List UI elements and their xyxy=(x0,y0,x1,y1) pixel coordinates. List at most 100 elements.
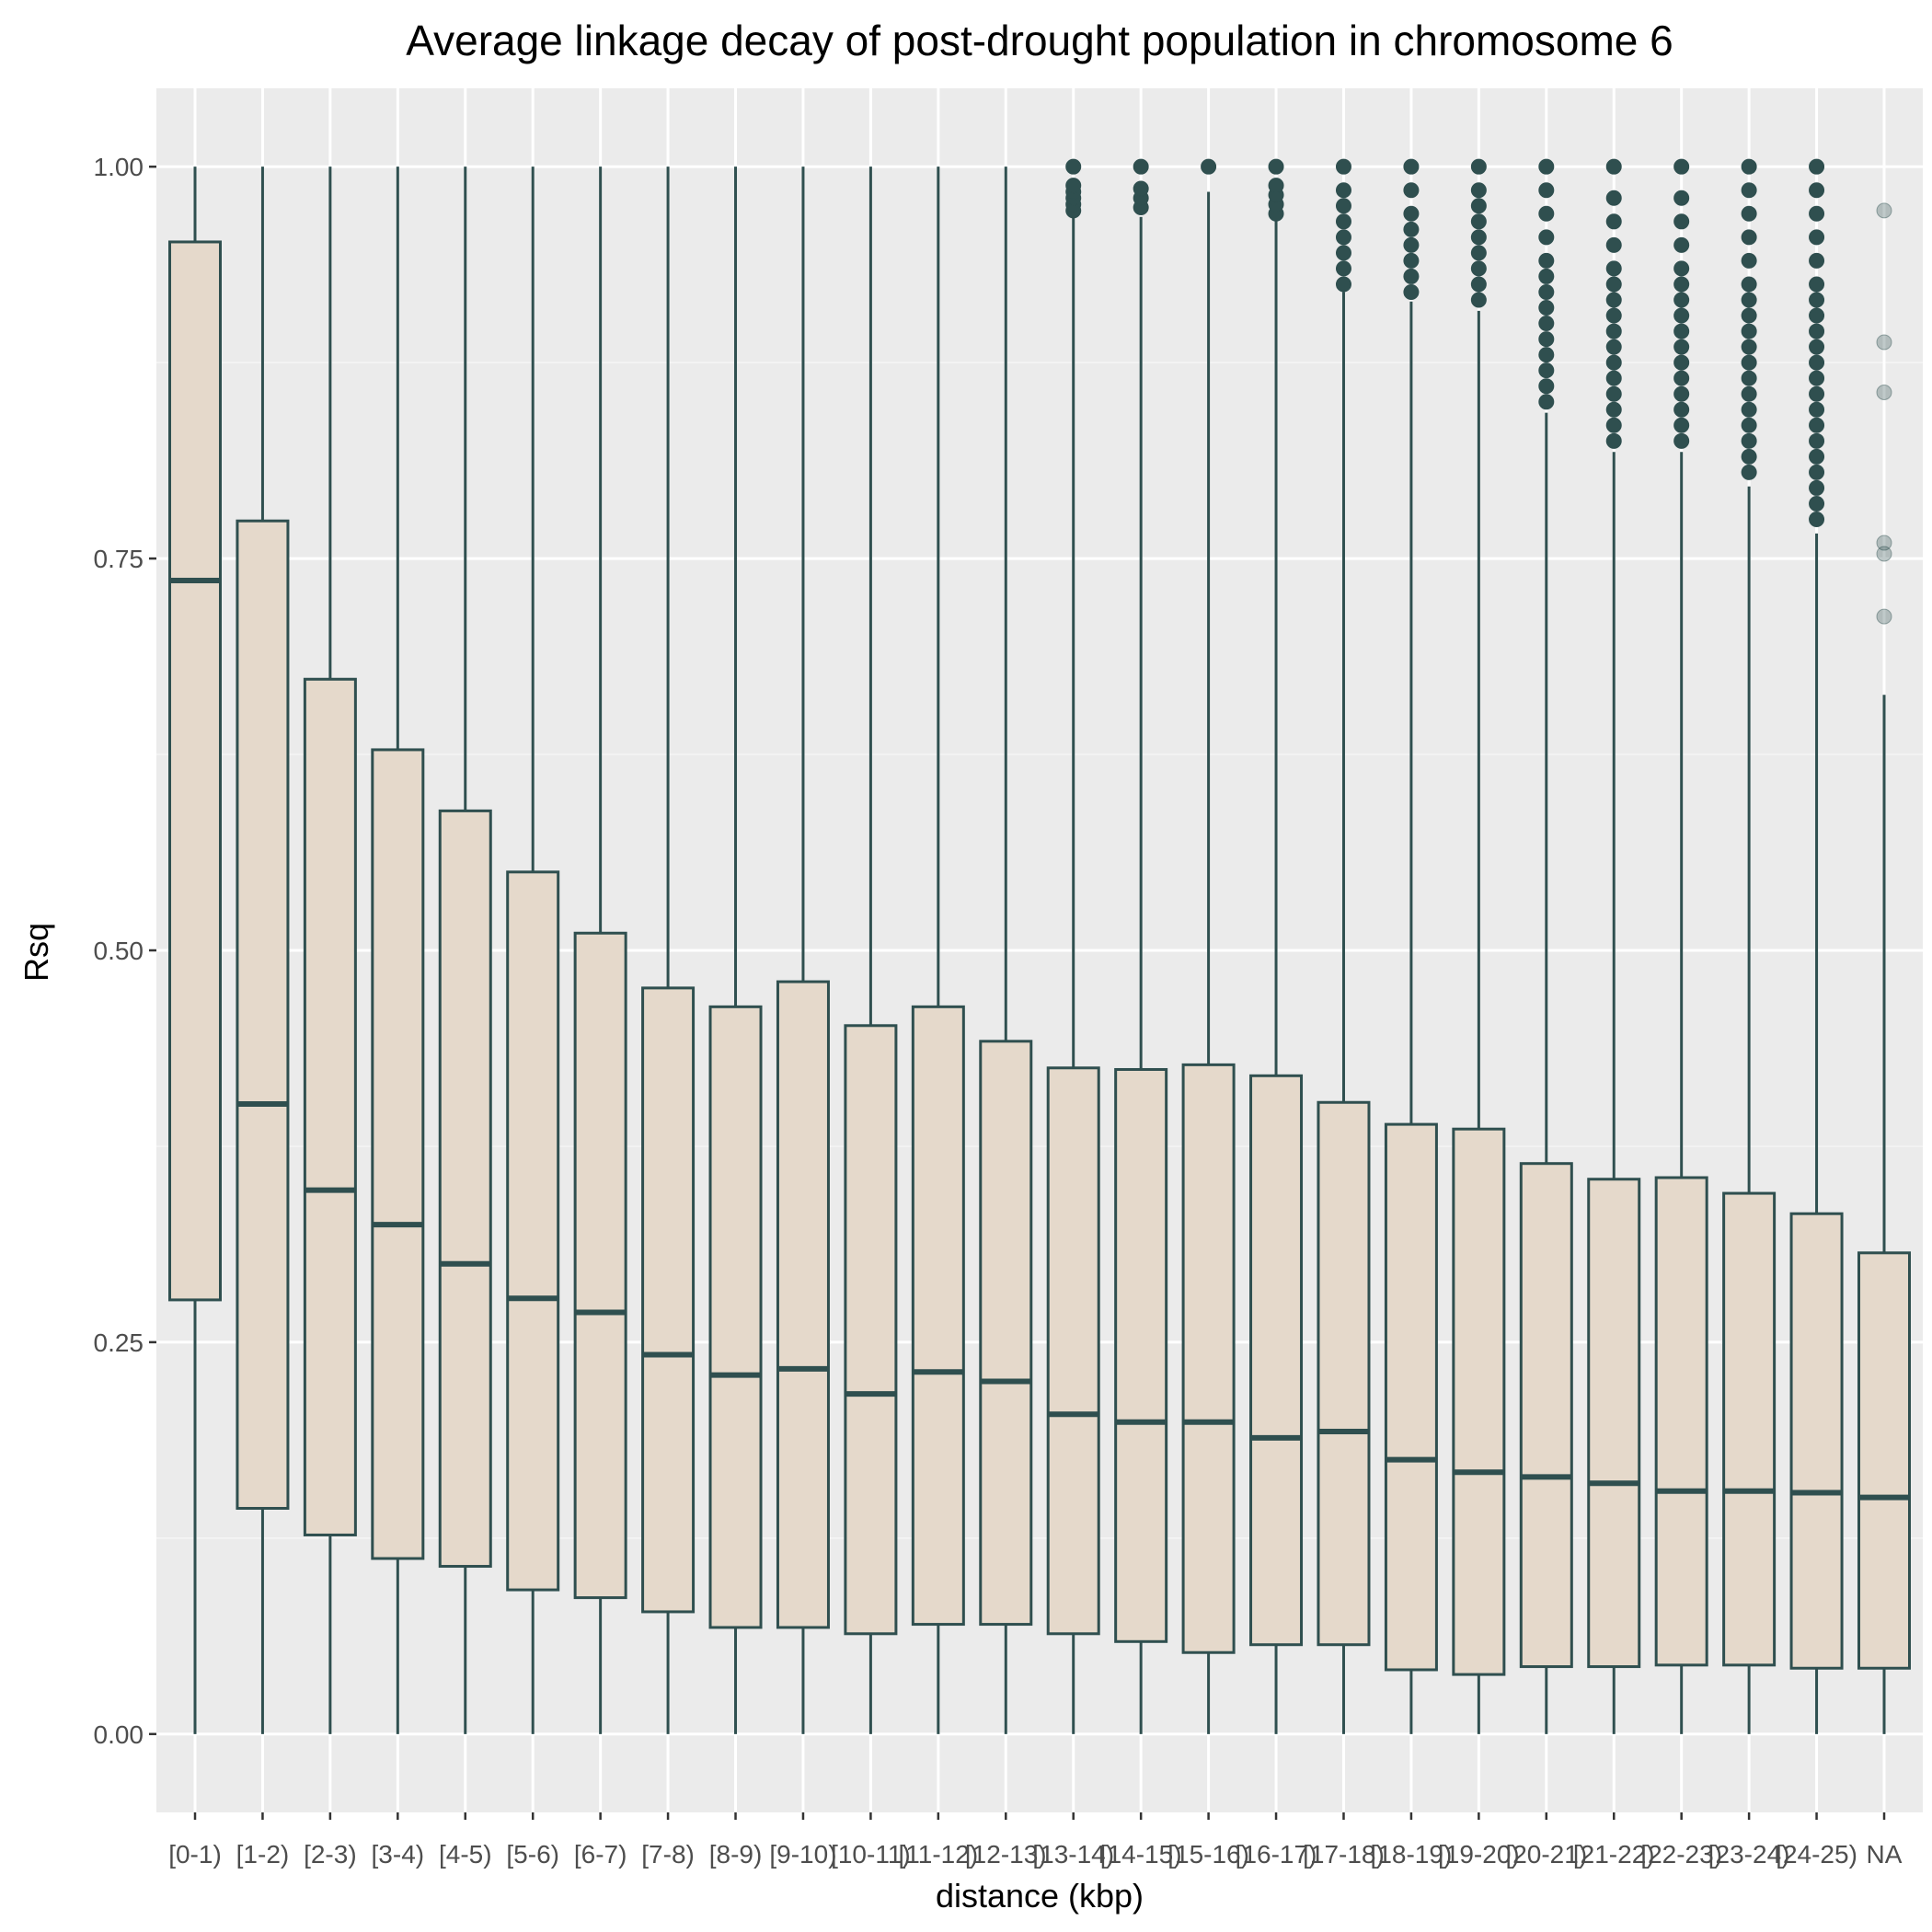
y-axis: 0.000.250.500.751.00 xyxy=(94,153,157,1749)
outlier-point xyxy=(1742,449,1756,464)
box xyxy=(237,521,288,1508)
outlier-point xyxy=(1606,261,1621,276)
outlier-point xyxy=(1810,206,1824,221)
outlier-point xyxy=(1539,348,1554,362)
outlier-point xyxy=(1539,230,1554,245)
box xyxy=(305,679,355,1535)
outlier-point xyxy=(1606,418,1621,432)
box xyxy=(710,1006,761,1627)
outlier-point xyxy=(1471,159,1486,174)
outlier-point xyxy=(1336,246,1351,260)
x-tick-label: [4-5) xyxy=(439,1840,492,1869)
box xyxy=(575,933,626,1597)
x-tick-label: [0-1) xyxy=(168,1840,222,1869)
outlier-point xyxy=(1606,355,1621,370)
outlier-point xyxy=(1810,512,1824,527)
outlier-point xyxy=(1674,159,1689,174)
outlier-point xyxy=(1539,395,1554,409)
outlier-point xyxy=(1606,433,1621,448)
outlier-point xyxy=(1404,284,1419,299)
box xyxy=(913,1006,963,1624)
y-tick-label: 0.75 xyxy=(94,545,144,573)
y-tick-label: 0.00 xyxy=(94,1720,144,1749)
outlier-point xyxy=(1336,159,1351,174)
y-tick-label: 1.00 xyxy=(94,153,144,181)
outlier-point xyxy=(1539,363,1554,378)
box xyxy=(1656,1178,1707,1665)
chart-title: Average linkage decay of post-drought po… xyxy=(406,17,1673,64)
outlier-point xyxy=(1877,203,1892,218)
outlier-point xyxy=(1742,402,1756,417)
outlier-point xyxy=(1674,190,1689,205)
box xyxy=(373,750,423,1558)
x-tick-label: [6-7) xyxy=(574,1840,627,1869)
x-tick-label: [7-8) xyxy=(641,1840,695,1869)
outlier-point xyxy=(1810,293,1824,307)
outlier-point xyxy=(1674,418,1689,432)
outlier-point xyxy=(1810,386,1824,401)
outlier-point xyxy=(1810,308,1824,323)
outlier-point xyxy=(1336,277,1351,292)
outlier-point xyxy=(1810,418,1824,432)
outlier-point xyxy=(1810,371,1824,385)
outlier-point xyxy=(1471,183,1486,198)
outlier-point xyxy=(1539,183,1554,198)
outlier-point xyxy=(1674,433,1689,448)
outlier-point xyxy=(1877,385,1892,400)
outlier-point xyxy=(1404,159,1419,174)
box xyxy=(845,1026,896,1634)
outlier-point xyxy=(1674,308,1689,323)
outlier-point xyxy=(1877,609,1892,624)
outlier-point xyxy=(1674,261,1689,276)
outlier-point xyxy=(1742,324,1756,339)
y-tick-label: 0.25 xyxy=(94,1328,144,1357)
outlier-point xyxy=(1810,324,1824,339)
outlier-point xyxy=(1606,159,1621,174)
outlier-point xyxy=(1810,159,1824,174)
box xyxy=(777,982,828,1627)
box xyxy=(1589,1179,1639,1667)
outlier-point xyxy=(1810,183,1824,198)
outlier-point xyxy=(1539,332,1554,347)
outlier-point xyxy=(1606,237,1621,252)
outlier-point xyxy=(1742,308,1756,323)
x-axis: [0-1) [1-2) [2-3) [3-4) [4-5) [5-6) [6-7) [7-8)… xyxy=(168,1812,1903,1869)
outlier-point xyxy=(1336,199,1351,213)
box xyxy=(1521,1164,1571,1667)
outlier-point xyxy=(1269,159,1283,174)
box xyxy=(170,242,221,1300)
outlier-point xyxy=(1674,237,1689,252)
x-tick-label: [2-3) xyxy=(304,1840,357,1869)
outlier-point xyxy=(1133,181,1148,196)
outlier-point xyxy=(1539,379,1554,394)
outlier-point xyxy=(1674,324,1689,339)
outlier-point xyxy=(1606,324,1621,339)
outlier-point xyxy=(1810,230,1824,245)
outlier-point xyxy=(1404,269,1419,283)
outlier-point xyxy=(1742,433,1756,448)
outlier-point xyxy=(1404,183,1419,198)
outlier-point xyxy=(1606,371,1621,385)
outlier-point xyxy=(1674,214,1689,229)
outlier-point xyxy=(1742,371,1756,385)
outlier-point xyxy=(1133,159,1148,174)
x-tick-label: [8-9) xyxy=(709,1840,763,1869)
outlier-point xyxy=(1742,293,1756,307)
outlier-point xyxy=(1471,293,1486,307)
outlier-point xyxy=(1066,159,1081,174)
outlier-point xyxy=(1674,277,1689,292)
outlier-point xyxy=(1742,159,1756,174)
box xyxy=(1791,1213,1842,1668)
box xyxy=(440,811,490,1566)
outlier-point xyxy=(1810,465,1824,479)
outlier-point xyxy=(1471,246,1486,260)
outlier-point xyxy=(1471,277,1486,292)
outlier-point xyxy=(1674,355,1689,370)
x-tick-label: [1-2) xyxy=(236,1840,290,1869)
outlier-point xyxy=(1404,206,1419,221)
outlier-point xyxy=(1539,316,1554,331)
outlier-point xyxy=(1742,355,1756,370)
outlier-point xyxy=(1336,261,1351,276)
box xyxy=(1724,1193,1775,1665)
outlier-point xyxy=(1674,339,1689,354)
